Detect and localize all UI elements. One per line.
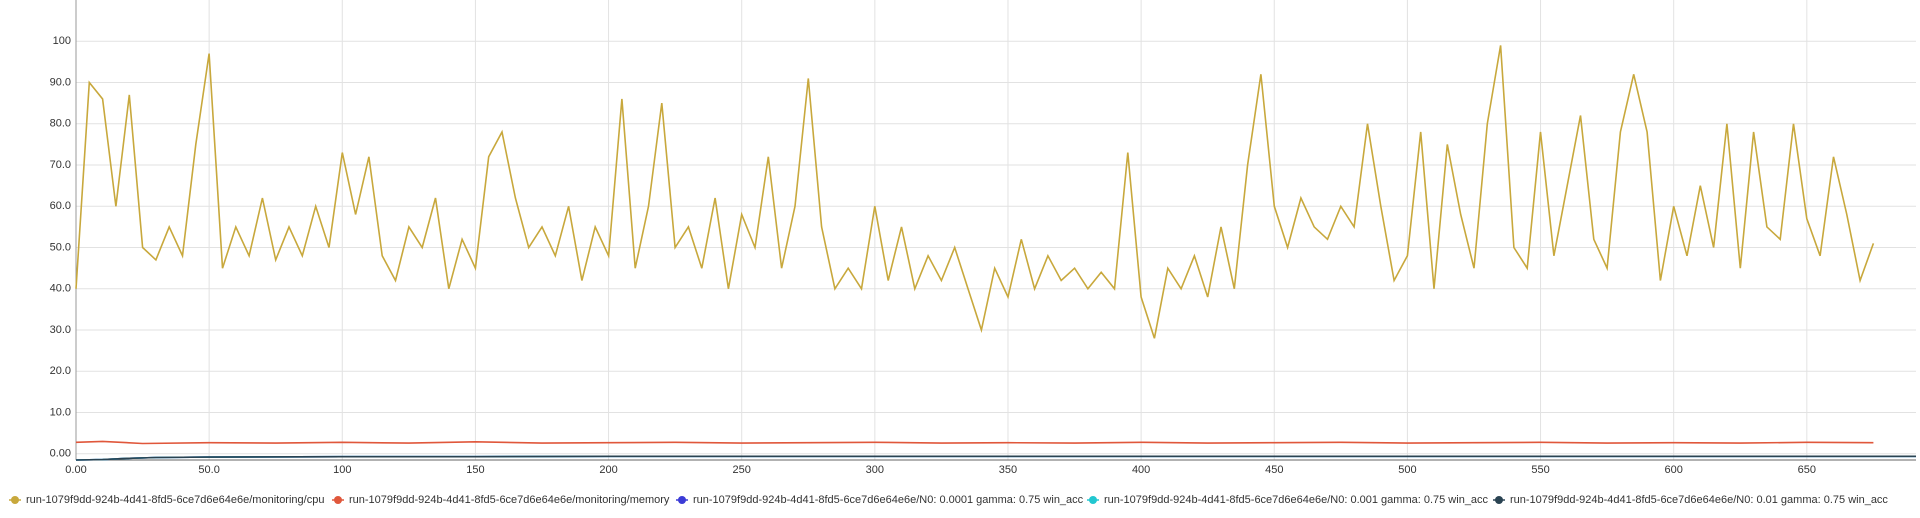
legend-item: run-1079f9dd-924b-4d41-8fd5-6ce7d6e64e6e… — [1087, 494, 1489, 506]
y-tick-label: 20.0 — [50, 365, 71, 377]
x-tick-label: 50.0 — [198, 464, 219, 476]
legend-label: run-1079f9dd-924b-4d41-8fd5-6ce7d6e64e6e… — [1510, 494, 1888, 506]
legend-swatch — [334, 496, 342, 504]
legend-item: run-1079f9dd-924b-4d41-8fd5-6ce7d6e64e6e… — [9, 494, 324, 506]
y-tick-label: 40.0 — [50, 283, 71, 295]
legend-label: run-1079f9dd-924b-4d41-8fd5-6ce7d6e64e6e… — [693, 494, 1084, 506]
y-tick-label: 0.00 — [50, 448, 71, 460]
series-line — [75, 440, 1874, 445]
x-tick-label: 650 — [1798, 464, 1816, 476]
series-line — [75, 455, 1916, 461]
x-tick-label: 500 — [1398, 464, 1416, 476]
y-tick-label: 30.0 — [50, 324, 71, 336]
x-tick-label: 200 — [599, 464, 617, 476]
legend-swatch — [678, 496, 686, 504]
legend-item: run-1079f9dd-924b-4d41-8fd5-6ce7d6e64e6e… — [1493, 494, 1888, 506]
series-line — [75, 45, 1875, 339]
legend-label: run-1079f9dd-924b-4d41-8fd5-6ce7d6e64e6e… — [26, 494, 324, 506]
y-tick-label: 50.0 — [50, 241, 71, 253]
x-tick-label: 450 — [1265, 464, 1283, 476]
legend-label: run-1079f9dd-924b-4d41-8fd5-6ce7d6e64e6e… — [349, 494, 670, 506]
y-tick-label: 90.0 — [50, 76, 71, 88]
x-tick-label: 300 — [866, 464, 884, 476]
y-tick-label: 70.0 — [50, 159, 71, 171]
legend-swatch — [11, 496, 19, 504]
legend-item: run-1079f9dd-924b-4d41-8fd5-6ce7d6e64e6e… — [332, 494, 670, 506]
y-tick-label: 10.0 — [50, 406, 71, 418]
x-tick-label: 0.00 — [65, 464, 86, 476]
legend-swatch — [1089, 496, 1097, 504]
x-tick-label: 150 — [466, 464, 484, 476]
x-tick-label: 250 — [733, 464, 751, 476]
legend-label: run-1079f9dd-924b-4d41-8fd5-6ce7d6e64e6e… — [1104, 494, 1489, 506]
y-tick-label: 80.0 — [50, 118, 71, 130]
x-tick-label: 550 — [1531, 464, 1549, 476]
y-tick-label: 100 — [53, 35, 71, 47]
x-tick-label: 350 — [999, 464, 1017, 476]
x-tick-label: 600 — [1665, 464, 1683, 476]
x-tick-label: 100 — [333, 464, 351, 476]
x-tick-label: 400 — [1132, 464, 1150, 476]
legend-swatch — [1495, 496, 1503, 504]
legend-item: run-1079f9dd-924b-4d41-8fd5-6ce7d6e64e6e… — [676, 494, 1084, 506]
y-tick-label: 60.0 — [50, 200, 71, 212]
